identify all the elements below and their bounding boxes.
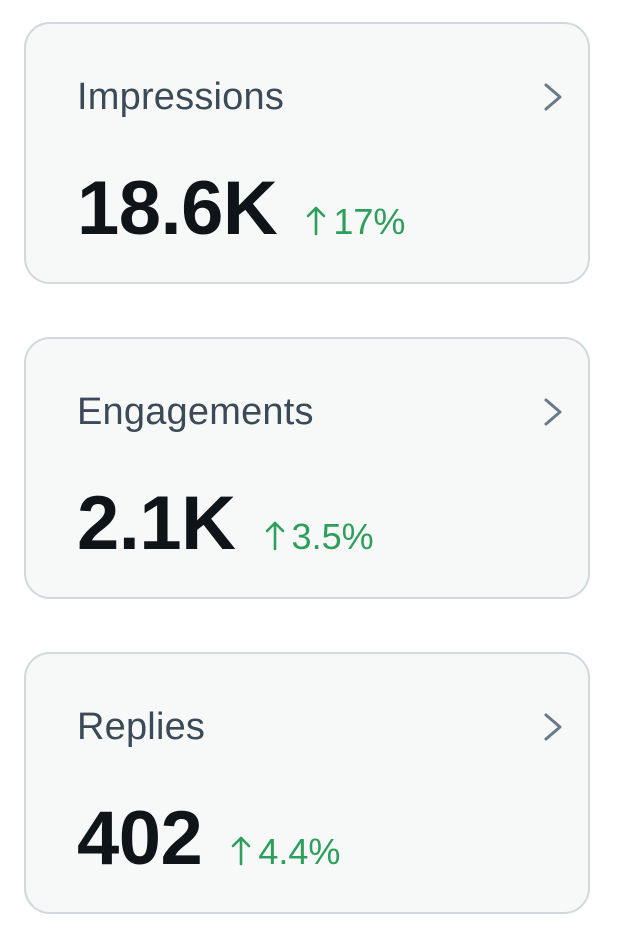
metric-value: 2.1K: [77, 481, 236, 566]
arrow-up-icon: [265, 521, 284, 551]
metric-change: 4.4%: [230, 832, 340, 872]
metric-value: 18.6K: [77, 166, 278, 251]
metric-title: Replies: [77, 706, 206, 748]
metric-change: 17%: [305, 202, 405, 242]
metric-card-replies[interactable]: Replies 402 4.4%: [24, 652, 590, 914]
metric-change-value: 4.4%: [258, 831, 341, 872]
metric-card-engagements[interactable]: Engagements 2.1K 3.5%: [24, 337, 590, 599]
metric-change-value: 17%: [333, 201, 406, 242]
metric-value-row: 2.1K 3.5%: [77, 479, 374, 569]
metric-title: Engagements: [77, 391, 314, 433]
metric-value-row: 18.6K 17%: [77, 164, 405, 254]
arrow-up-icon: [232, 836, 251, 866]
chevron-right-icon: [544, 83, 562, 111]
chevron-right-icon: [544, 713, 562, 741]
metric-value: 402: [77, 796, 203, 881]
metric-change: 3.5%: [264, 517, 374, 557]
metric-value-row: 402 4.4%: [77, 794, 340, 884]
chevron-right-icon: [544, 398, 562, 426]
arrow-up-icon: [307, 206, 326, 236]
metric-change-value: 3.5%: [291, 516, 374, 557]
metric-title: Impressions: [77, 76, 285, 118]
metric-card-impressions[interactable]: Impressions 18.6K 17%: [24, 22, 590, 284]
